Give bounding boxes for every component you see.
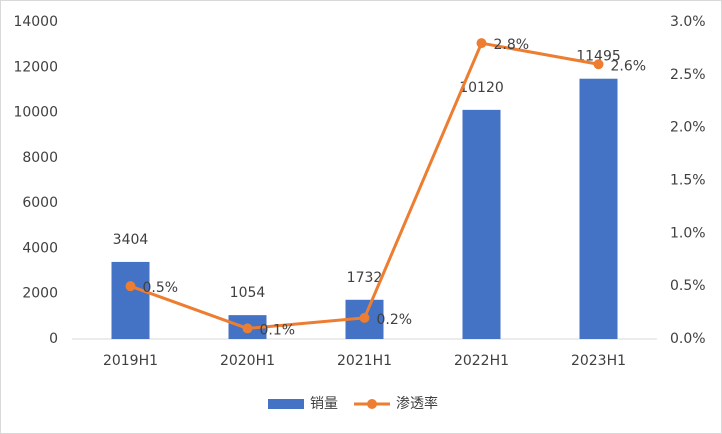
bar-value-label: 10120 <box>459 80 504 96</box>
y2-tick-label: 1.5% <box>670 173 706 189</box>
y2-tick-label: 2.0% <box>670 120 706 136</box>
y-tick-label: 14000 <box>13 14 58 30</box>
x-tick-label: 2022H1 <box>454 353 509 369</box>
y2-tick-label: 3.0% <box>670 14 706 30</box>
y-tick-label: 12000 <box>13 59 58 75</box>
x-tick-label: 2021H1 <box>337 353 392 369</box>
y-tick-label: 6000 <box>22 195 58 211</box>
bar-value-label: 1054 <box>230 285 266 301</box>
line-value-label: 0.1% <box>260 322 296 338</box>
bar-value-label: 11495 <box>576 49 621 65</box>
bar-value-label: 1732 <box>347 270 383 286</box>
y-tick-label: 4000 <box>22 240 58 256</box>
y-tick-label: 8000 <box>22 150 58 166</box>
line-point <box>242 323 253 334</box>
y-tick-label: 10000 <box>13 105 58 121</box>
x-tick-label: 2019H1 <box>103 353 158 369</box>
bar-value-label: 3404 <box>113 232 149 248</box>
y2-tick-label: 1.0% <box>670 225 706 241</box>
bar <box>579 78 618 339</box>
bar <box>111 261 150 339</box>
line-point <box>359 312 370 323</box>
line-value-label: 2.6% <box>611 58 647 74</box>
y2-tick-label: 0.0% <box>670 331 706 347</box>
line-point <box>593 59 604 70</box>
legend-swatch <box>268 399 304 409</box>
legend-label: 渗透率 <box>396 395 438 412</box>
line-point <box>125 281 136 292</box>
y2-tick-label: 2.5% <box>670 67 706 83</box>
line-value-label: 0.2% <box>377 312 413 328</box>
bar <box>462 109 501 340</box>
y-tick-label: 2000 <box>22 286 58 302</box>
y-tick-label: 0 <box>49 331 58 347</box>
x-tick-label: 2020H1 <box>220 353 275 369</box>
line-point <box>476 38 487 49</box>
legend-swatch-point <box>367 399 377 409</box>
y2-tick-label: 0.5% <box>670 278 706 294</box>
x-tick-label: 2023H1 <box>571 353 626 369</box>
line-value-label: 0.5% <box>143 280 179 296</box>
legend-label: 销量 <box>310 396 338 412</box>
line-value-label: 2.8% <box>494 37 530 53</box>
